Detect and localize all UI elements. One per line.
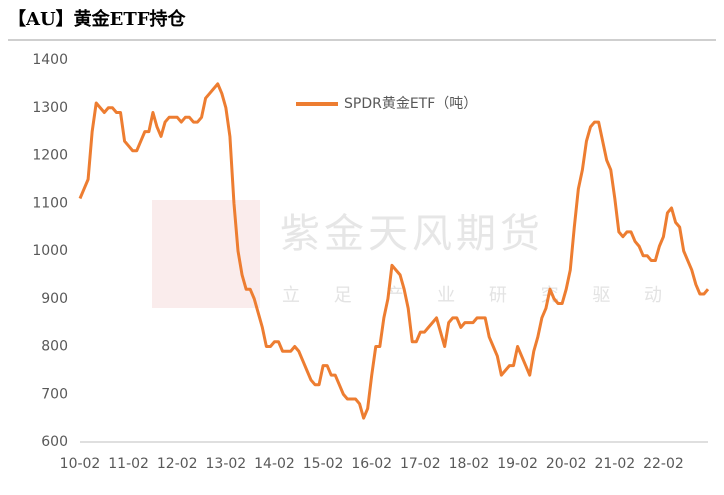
x-tick-label: 12-02 (157, 456, 198, 472)
watermark-slogan: 立 足 产 业 研 究 驱 动 (282, 285, 676, 306)
x-tick-label: 18-02 (449, 456, 490, 472)
y-tick-label: 1000 (32, 243, 68, 259)
y-tick-label: 600 (41, 434, 68, 450)
y-tick-label: 1200 (32, 148, 68, 164)
series-line (78, 82, 710, 420)
y-tick-label: 800 (41, 339, 68, 355)
x-tick-label: 19-02 (497, 456, 538, 472)
x-tick-label: 13-02 (206, 456, 247, 472)
x-tick-label: 22-02 (643, 456, 684, 472)
y-tick-label: 700 (41, 386, 68, 402)
x-tick-label: 15-02 (303, 456, 344, 472)
chart-title: 【AU】黄金ETF持仓 (8, 8, 187, 30)
y-tick-label: 900 (41, 291, 68, 307)
y-tick-label: 1100 (32, 195, 68, 211)
x-tick-label: 10-02 (60, 456, 101, 472)
legend-label: SPDR黄金ETF（吨） (344, 95, 477, 112)
x-tick-label: 11-02 (108, 456, 149, 472)
x-tick-label: 14-02 (254, 456, 295, 472)
y-tick-label: 1400 (32, 52, 68, 68)
watermark-brand: 紫金天风期货 (280, 211, 544, 257)
y-tick-label: 1300 (32, 100, 68, 116)
x-tick-label: 20-02 (546, 456, 587, 472)
x-tick-label: 17-02 (400, 456, 441, 472)
x-tick-label: 21-02 (594, 456, 635, 472)
x-tick-label: 16-02 (351, 456, 392, 472)
watermark-logo (152, 200, 260, 308)
